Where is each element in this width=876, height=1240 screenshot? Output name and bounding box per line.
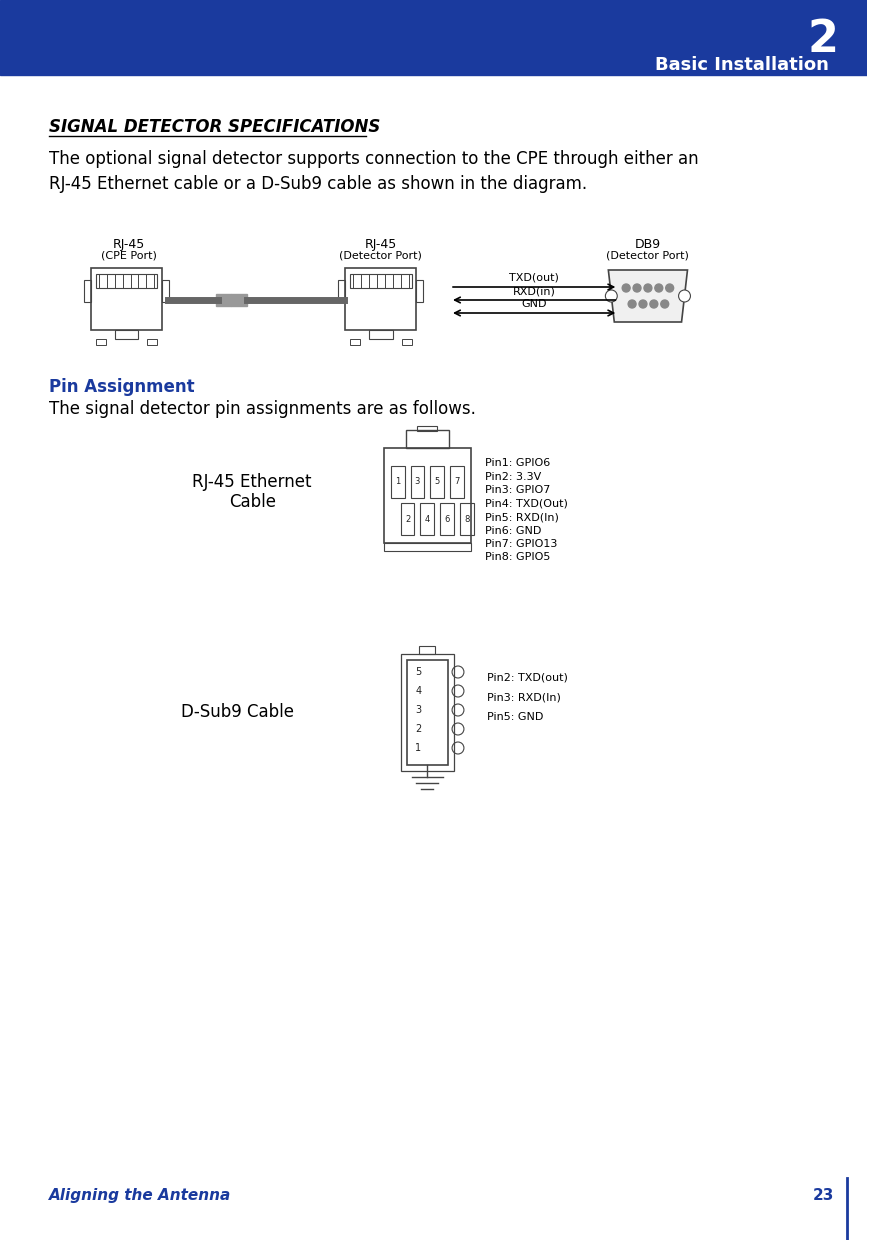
Text: 23: 23	[813, 1188, 835, 1203]
Text: (Detector Port): (Detector Port)	[606, 250, 689, 260]
Bar	[345, 268, 416, 330]
Circle shape	[661, 300, 668, 308]
Text: 7: 7	[455, 477, 460, 486]
Bar	[162, 280, 169, 303]
Text: 1: 1	[395, 477, 400, 486]
Bar	[460, 503, 474, 534]
Circle shape	[639, 300, 647, 308]
Text: 3: 3	[414, 477, 420, 486]
Bar	[96, 274, 158, 288]
Text: Pin2: TXD(out): Pin2: TXD(out)	[487, 672, 568, 682]
Circle shape	[628, 300, 636, 308]
Bar	[420, 646, 435, 653]
Circle shape	[655, 284, 663, 291]
Circle shape	[650, 300, 658, 308]
Bar	[401, 339, 412, 345]
Bar	[450, 466, 464, 498]
Polygon shape	[608, 270, 688, 322]
Text: RJ-45: RJ-45	[364, 238, 397, 250]
Circle shape	[644, 284, 652, 291]
Circle shape	[633, 284, 641, 291]
Bar	[406, 660, 449, 765]
Text: Pin7: GPIO13: Pin7: GPIO13	[484, 539, 557, 549]
Text: Pin1: GPIO6: Pin1: GPIO6	[484, 458, 550, 467]
Text: 5: 5	[415, 667, 421, 677]
Circle shape	[679, 290, 690, 303]
Text: Pin3: GPIO7: Pin3: GPIO7	[484, 485, 550, 495]
Circle shape	[666, 284, 674, 291]
Bar	[0, 0, 866, 74]
Text: Pin3: RXD(In): Pin3: RXD(In)	[487, 692, 561, 702]
Bar	[115, 330, 138, 339]
Bar	[350, 339, 360, 345]
Bar	[430, 466, 444, 498]
Text: 4: 4	[425, 515, 430, 523]
Text: Aligning the Antenna: Aligning the Antenna	[49, 1188, 232, 1203]
Bar	[384, 448, 471, 543]
Text: Pin8: GPIO5: Pin8: GPIO5	[484, 553, 550, 563]
Text: Pin Assignment: Pin Assignment	[49, 378, 195, 396]
Text: RJ-45: RJ-45	[112, 238, 145, 250]
Text: 5: 5	[434, 477, 440, 486]
Text: Pin4: TXD(Out): Pin4: TXD(Out)	[484, 498, 568, 508]
Text: (CPE Port): (CPE Port)	[101, 250, 157, 260]
Text: 2: 2	[415, 724, 421, 734]
Bar	[384, 543, 471, 551]
Text: 3: 3	[415, 706, 421, 715]
Bar	[416, 280, 423, 303]
Text: 4: 4	[415, 686, 421, 696]
Text: 8: 8	[464, 515, 470, 523]
Text: DB9: DB9	[635, 238, 661, 250]
Text: 6: 6	[444, 515, 449, 523]
Bar	[440, 503, 454, 534]
Bar	[369, 330, 392, 339]
Text: RJ-45 Ethernet
Cable: RJ-45 Ethernet Cable	[193, 472, 312, 511]
Bar	[147, 339, 158, 345]
Text: 1: 1	[415, 743, 421, 753]
Circle shape	[622, 284, 630, 291]
Bar	[400, 653, 454, 771]
Text: (Detector Port): (Detector Port)	[339, 250, 422, 260]
Text: The signal detector pin assignments are as follows.: The signal detector pin assignments are …	[49, 401, 477, 418]
Bar	[400, 503, 414, 534]
Bar	[406, 430, 449, 448]
Text: TXD(out): TXD(out)	[509, 273, 559, 283]
Text: D-Sub9 Cable: D-Sub9 Cable	[181, 703, 294, 720]
Bar	[215, 294, 231, 306]
Text: Pin2: 3.3V: Pin2: 3.3V	[484, 471, 541, 481]
Text: 2: 2	[808, 19, 839, 61]
Bar	[96, 339, 106, 345]
Bar	[411, 466, 424, 498]
Text: Pin5: GND: Pin5: GND	[487, 712, 543, 722]
Bar	[91, 268, 162, 330]
Circle shape	[605, 290, 618, 303]
Bar	[420, 503, 434, 534]
Text: Pin6: GND: Pin6: GND	[484, 526, 541, 536]
Text: SIGNAL DETECTOR SPECIFICATIONS: SIGNAL DETECTOR SPECIFICATIONS	[49, 118, 381, 136]
Text: RXD(in): RXD(in)	[512, 286, 555, 296]
Text: Basic Installation: Basic Installation	[655, 56, 829, 74]
Text: Pin5: RXD(In): Pin5: RXD(In)	[484, 512, 559, 522]
Bar	[418, 427, 437, 432]
Text: 2: 2	[405, 515, 410, 523]
Bar	[350, 274, 412, 288]
Text: GND: GND	[521, 299, 547, 309]
Text: The optional signal detector supports connection to the CPE through either an
RJ: The optional signal detector supports co…	[49, 150, 699, 193]
Bar	[231, 294, 247, 306]
Bar	[338, 280, 345, 303]
Bar	[84, 280, 91, 303]
Bar	[391, 466, 405, 498]
